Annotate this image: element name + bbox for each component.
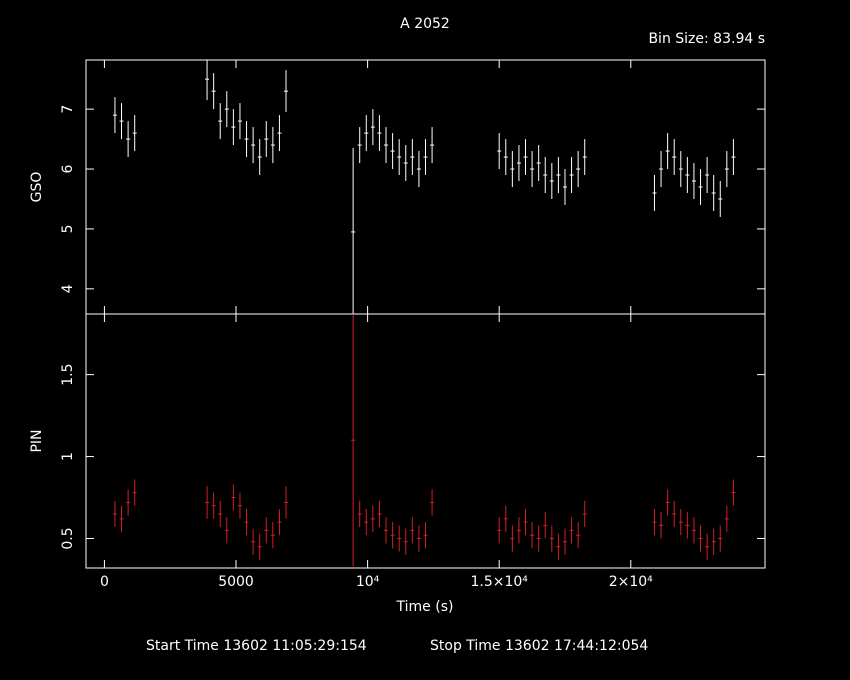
y-tick-label: 0.5 <box>60 527 76 549</box>
panel-frame <box>85 59 766 315</box>
y-axis-label: GSO <box>29 172 45 203</box>
x-tick-label: 5000 <box>218 574 254 590</box>
start-time: Start Time 13602 11:05:29:154 <box>146 638 367 654</box>
y-tick-label: 1.5 <box>60 363 76 385</box>
x-tick-label: 2×10⁴ <box>609 574 653 590</box>
x-tick-label: 10⁴ <box>356 574 380 590</box>
y-tick-label: 1 <box>60 452 76 461</box>
x-tick-label: 1.5×10⁴ <box>470 574 528 590</box>
y-tick-label: 4 <box>60 284 76 293</box>
bin-size: Bin Size: 83.94 s <box>648 31 765 47</box>
chart-title: A 2052 <box>400 16 450 32</box>
stop-time: Stop Time 13602 17:44:12:054 <box>430 638 648 654</box>
y-tick-label: 7 <box>60 105 76 114</box>
y-tick-label: 6 <box>60 164 76 173</box>
y-axis-label: PIN <box>29 429 45 452</box>
x-axis-label: Time (s) <box>396 599 454 615</box>
y-tick-label: 5 <box>60 224 76 233</box>
x-tick-label: 0 <box>100 574 109 590</box>
panel-frame <box>85 313 766 569</box>
